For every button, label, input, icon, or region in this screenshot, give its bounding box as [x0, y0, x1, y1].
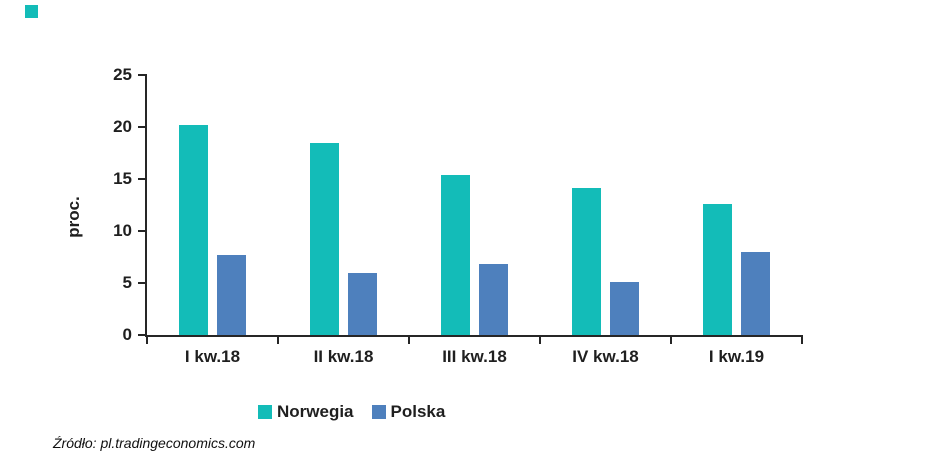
y-tick-label: 25 — [113, 65, 132, 84]
x-category-label: III kw.18 — [442, 347, 507, 366]
legend: Norwegia Polska — [258, 402, 445, 422]
bar-polska-II-kw-18 — [348, 272, 377, 335]
bar-polska-IV-kw-18 — [610, 281, 639, 335]
legend-label-norwegia: Norwegia — [277, 402, 354, 421]
y-tick-mark — [138, 126, 147, 128]
legend-item-norwegia: Norwegia — [258, 402, 354, 422]
bar-norwegia-III-kw-18 — [441, 174, 470, 335]
y-tick-mark — [138, 178, 147, 180]
x-category-label: I kw.18 — [184, 347, 241, 366]
y-tick-label: 5 — [122, 273, 132, 292]
y-tick-mark — [138, 230, 147, 232]
bar-norwegia-II-kw-18 — [310, 142, 339, 335]
y-tick-label: 15 — [113, 169, 132, 188]
bar-norwegia-I-kw-18 — [179, 124, 208, 335]
page-bullet-icon — [25, 5, 38, 18]
bar-norwegia-IV-kw-18 — [572, 188, 601, 335]
x-tick-mark — [408, 335, 410, 344]
source-text: Źródło: pl.tradingeconomics.com — [53, 435, 256, 451]
bar-polska-I-kw-19 — [741, 251, 770, 335]
x-tick-mark — [539, 335, 541, 344]
bar-norwegia-I-kw-19 — [703, 203, 732, 335]
y-tick-mark — [138, 282, 147, 284]
bar-polska-III-kw-18 — [479, 264, 508, 335]
x-tick-mark — [801, 335, 803, 344]
bar-polska-I-kw-18 — [217, 254, 246, 335]
legend-swatch-polska-icon — [371, 405, 386, 419]
x-tick-mark — [670, 335, 672, 344]
y-tick-label: 20 — [113, 117, 132, 136]
y-tick-mark — [138, 334, 147, 336]
y-tick-label: 10 — [113, 221, 132, 240]
x-tick-mark — [277, 335, 279, 344]
plot-area: 0 5 10 15 20 25 I kw.18 II kw.18 III kw.18 IV kw.… — [113, 65, 803, 366]
x-category-label: I kw.19 — [708, 347, 765, 366]
legend-label-polska: Polska — [390, 402, 446, 421]
x-category-label: IV kw.18 — [572, 347, 639, 366]
y-tick-label: 0 — [122, 325, 132, 344]
legend-item-polska: Polska — [371, 402, 446, 422]
legend-swatch-norwegia-icon — [258, 405, 272, 419]
x-category-label: II kw.18 — [313, 347, 374, 366]
y-axis-title: proc. — [64, 196, 83, 238]
x-tick-mark — [146, 335, 148, 344]
y-tick-mark — [138, 74, 147, 76]
